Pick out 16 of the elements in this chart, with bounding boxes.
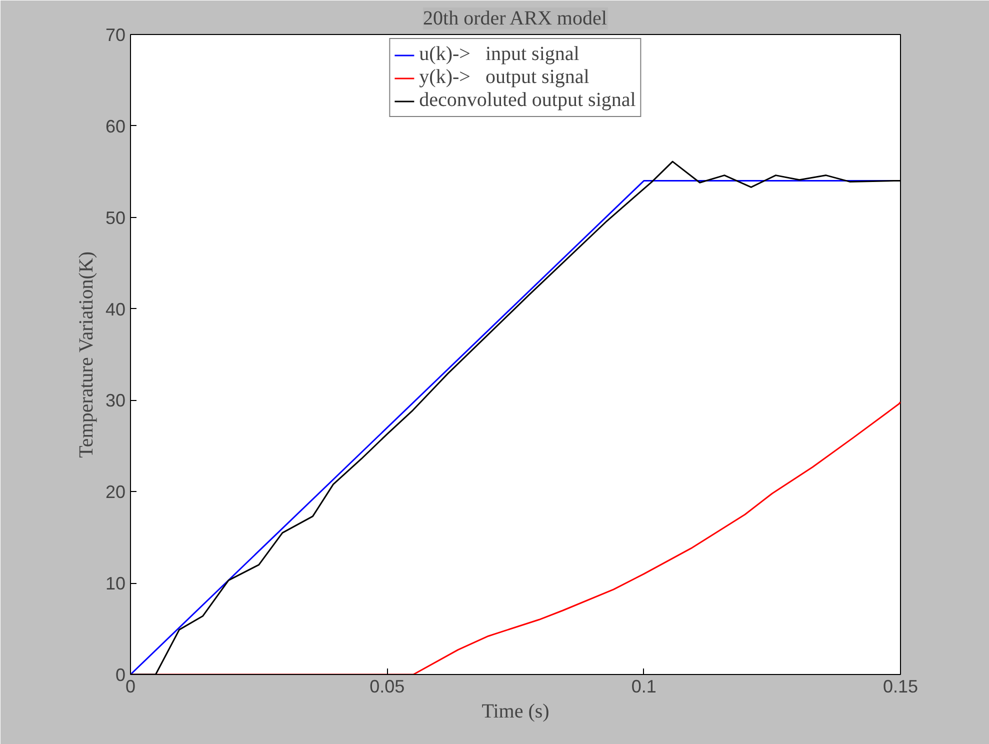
y-tick-label: 50	[105, 208, 126, 228]
y-tick-label: 60	[105, 116, 126, 136]
y-axis-title: Temperature Variation(K)	[75, 251, 98, 458]
x-axis-title: Time (s)	[482, 700, 550, 722]
y-tick-label: 70	[105, 25, 126, 45]
y-tick-label: 20	[105, 482, 126, 502]
y-tick-label: 40	[105, 299, 126, 320]
x-tick-label: 0.15	[882, 676, 918, 696]
x-tick-label: 0.05	[370, 676, 405, 696]
legend-label: u(k)-> input signal	[419, 43, 580, 66]
y-tick-label: 10	[105, 574, 126, 594]
legend-label: deconvoluted output signal	[419, 89, 636, 112]
x-tick-label: 0.1	[631, 676, 656, 696]
chart-title: 20th order ARX model	[423, 8, 608, 30]
legend-label: y(k)-> output signal	[419, 66, 590, 89]
y-tick-label: 30	[105, 390, 126, 411]
